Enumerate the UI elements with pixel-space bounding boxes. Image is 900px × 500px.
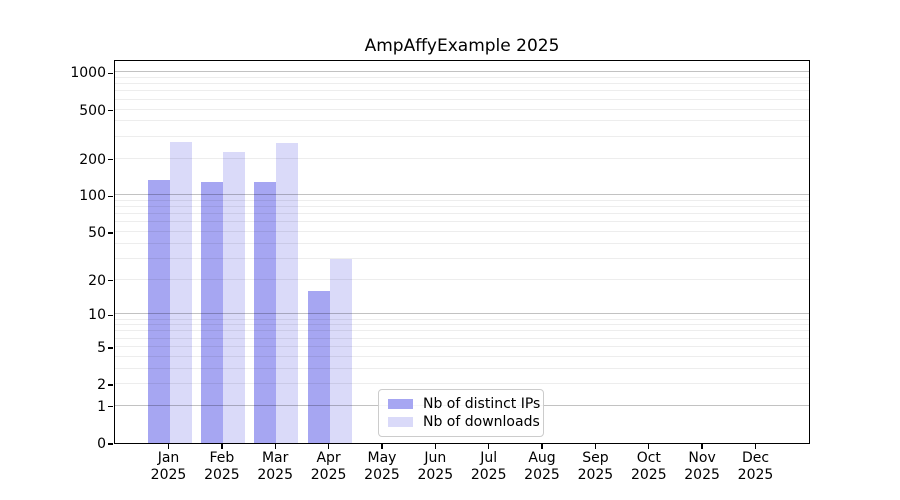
- x-tick-label-dec: Dec 2025: [737, 450, 774, 483]
- y-tick-label: 20: [88, 272, 106, 289]
- y-tick-mark: [108, 279, 113, 282]
- y-tick-mark: [108, 443, 113, 445]
- legend-swatch-distinct-ips: [388, 399, 413, 409]
- x-tick-label-jun: Jun 2025: [417, 450, 454, 483]
- bar-distinct-ips-jan: [147, 179, 170, 443]
- y-tick-label: 200: [79, 151, 106, 168]
- y-tick-label: 100: [79, 188, 106, 205]
- x-tick-mark: [221, 444, 223, 449]
- x-tick-mark: [488, 444, 490, 449]
- legend: Nb of distinct IPs Nb of downloads: [378, 389, 544, 437]
- legend-label-distinct-ips: Nb of distinct IPs: [423, 396, 541, 412]
- y-tick-mark: [108, 158, 113, 161]
- legend-swatch-downloads: [388, 417, 413, 427]
- bar-distinct-ips-apr: [307, 291, 330, 443]
- x-tick-label-sep: Sep 2025: [577, 450, 614, 483]
- x-tick-label-may: May 2025: [364, 450, 400, 483]
- y-tick-label: 5: [97, 339, 106, 356]
- x-tick-label-jan: Jan 2025: [150, 450, 187, 483]
- x-tick-mark: [327, 444, 330, 449]
- y-tick-label: 50: [88, 225, 106, 241]
- y-tick-mark: [108, 232, 113, 234]
- x-tick-mark: [541, 444, 543, 449]
- y-tick-mark: [108, 195, 113, 198]
- x-tick-mark: [274, 444, 276, 449]
- bar-distinct-ips-mar: [254, 182, 277, 443]
- x-tick-mark: [594, 444, 597, 449]
- y-tick-label: 0: [97, 436, 106, 452]
- y-tick-mark: [108, 384, 113, 386]
- x-tick-mark: [754, 444, 757, 449]
- x-tick-label-aug: Aug 2025: [524, 450, 560, 483]
- legend-row-downloads: Nb of downloads: [388, 414, 540, 430]
- x-tick-label-nov: Nov 2025: [684, 450, 720, 483]
- y-tick-mark: [108, 72, 113, 74]
- x-tick-label-apr: Apr 2025: [310, 450, 347, 483]
- x-tick-mark: [381, 444, 383, 449]
- x-tick-label-mar: Mar 2025: [257, 450, 293, 483]
- y-tick-mark: [108, 347, 113, 349]
- x-tick-mark: [701, 444, 703, 449]
- x-tick-label-jul: Jul 2025: [470, 450, 507, 483]
- x-tick-label-oct: Oct 2025: [630, 450, 667, 483]
- x-tick-mark: [167, 444, 170, 449]
- chart-title: AmpAffyExample 2025: [364, 36, 560, 56]
- bar-downloads-feb: [222, 152, 245, 443]
- bars-layer: [115, 61, 809, 443]
- x-tick-mark: [434, 444, 436, 449]
- y-tick-label: 2: [97, 377, 106, 394]
- legend-row-distinct-ips: Nb of distinct IPs: [388, 396, 540, 412]
- bar-downloads-mar: [276, 143, 299, 443]
- legend-label-downloads: Nb of downloads: [423, 414, 540, 430]
- x-tick-label-feb: Feb 2025: [204, 450, 240, 483]
- bar-distinct-ips-feb: [200, 182, 223, 443]
- bar-downloads-jan: [169, 142, 192, 443]
- y-tick-label: 10: [88, 307, 106, 324]
- plot-area: Nb of distinct IPs Nb of downloads: [114, 60, 810, 444]
- bar-downloads-apr: [329, 258, 352, 443]
- y-tick-mark: [108, 406, 113, 408]
- y-tick-label: 1000: [70, 65, 106, 82]
- y-tick-label: 500: [79, 102, 106, 119]
- y-tick-label: 1: [97, 398, 106, 415]
- y-tick-mark: [108, 109, 113, 112]
- y-tick-mark: [108, 314, 113, 316]
- x-tick-mark: [648, 444, 650, 449]
